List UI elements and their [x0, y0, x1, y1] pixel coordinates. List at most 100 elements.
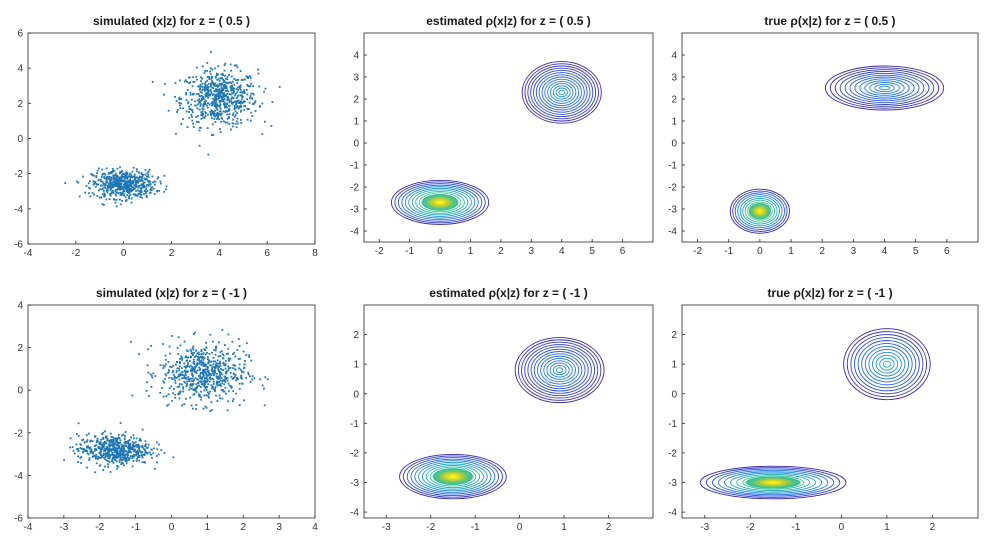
scatter-point: [106, 449, 109, 452]
scatter-point: [119, 452, 121, 455]
contour-line: [524, 344, 596, 397]
scatter-point: [136, 176, 138, 179]
scatter-point: [203, 370, 206, 373]
scatter-point: [209, 70, 211, 73]
scatter-point: [191, 368, 194, 371]
contour-line: [549, 362, 570, 378]
scatter-point: [100, 449, 102, 452]
contour-line: [732, 190, 788, 232]
scatter-point: [145, 194, 148, 197]
scatter-point: [137, 179, 140, 182]
scatter-point: [219, 113, 222, 116]
scatter-point: [212, 380, 215, 383]
scatter-point: [239, 368, 242, 371]
contour-line: [724, 471, 823, 494]
scatter-point: [103, 189, 105, 192]
scatter-point: [140, 173, 143, 175]
scatter-point: [146, 381, 148, 384]
scatter-point: [161, 387, 164, 389]
scatter-point: [132, 179, 135, 182]
scatter-point: [198, 384, 201, 387]
scatter-point: [230, 89, 232, 92]
scatter-point: [205, 92, 208, 95]
contour-line: [517, 339, 602, 401]
scatter-point: [103, 175, 106, 178]
scatter-point: [102, 182, 105, 185]
contour-line: [730, 472, 817, 493]
scatter-point: [222, 363, 225, 366]
scatter-point: [213, 83, 216, 86]
x-tick-label: -2: [95, 522, 104, 533]
x-tick-label: 4: [882, 246, 888, 257]
scatter-point: [235, 97, 238, 100]
scatter-point: [118, 446, 121, 449]
scatter-point: [218, 118, 220, 121]
scatter-point: [120, 182, 123, 185]
scatter-point: [261, 384, 264, 387]
scatter-point: [107, 182, 110, 185]
scatter-point: [186, 350, 189, 353]
scatter-point: [94, 185, 97, 188]
scatter-point: [242, 367, 245, 370]
scatter-point: [212, 382, 215, 385]
scatter-point: [107, 466, 109, 468]
scatter-point: [107, 457, 110, 460]
scatter-point: [141, 446, 144, 449]
scatter-point: [222, 110, 225, 113]
scatter-point: [101, 448, 104, 451]
scatter-point: [231, 340, 234, 343]
scatter-point: [105, 177, 107, 180]
scatter-point: [196, 358, 199, 361]
scatter-point: [95, 176, 98, 179]
scatter-point: [116, 443, 119, 445]
scatter-point: [202, 361, 205, 364]
scatter-point: [142, 174, 145, 177]
scatter-point: [134, 445, 137, 447]
scatter-point: [99, 453, 102, 456]
scatter-point: [254, 100, 257, 103]
y-tick-label: -2: [350, 448, 359, 459]
scatter-point: [87, 453, 90, 456]
scatter-point: [77, 422, 80, 425]
scatter-point: [228, 93, 231, 96]
x-tick-label: -2: [71, 248, 80, 259]
contour-line: [699, 465, 847, 500]
scatter-point: [200, 364, 203, 366]
scatter-point: [180, 123, 183, 125]
scatter-point: [220, 89, 223, 92]
scatter-point: [108, 461, 111, 464]
scatter-point: [216, 400, 219, 402]
scatter-point: [247, 373, 250, 376]
scatter-point: [104, 465, 106, 468]
scatter-point: [205, 112, 207, 115]
scatter-point: [98, 443, 101, 445]
scatter-point: [168, 387, 171, 390]
scatter-point: [215, 106, 217, 109]
scatter-point: [211, 112, 214, 114]
scatter-point: [232, 367, 234, 370]
scatter-point: [175, 371, 178, 373]
scatter-point: [110, 435, 113, 438]
scatter-point: [148, 168, 151, 171]
scatter-point: [219, 103, 222, 106]
scatter-point: [144, 443, 147, 446]
scatter-point: [222, 357, 225, 360]
scatter-point: [242, 371, 245, 374]
scatter-point: [114, 451, 117, 454]
scatter-point: [259, 378, 262, 381]
scatter-point: [136, 446, 139, 448]
scatter-point: [114, 183, 117, 186]
x-tick-label: 3: [851, 246, 857, 257]
scatter-point: [133, 173, 136, 176]
scatter-point: [234, 92, 237, 95]
scatter-point: [231, 101, 234, 104]
scatter-point: [193, 363, 196, 366]
scatter-point: [159, 182, 162, 185]
scatter-point: [144, 178, 147, 181]
scatter-point: [229, 366, 232, 369]
scatter-point: [195, 370, 197, 373]
scatter-point: [207, 392, 210, 395]
scatter-point: [217, 85, 220, 87]
y-tick-label: 0: [671, 139, 677, 150]
